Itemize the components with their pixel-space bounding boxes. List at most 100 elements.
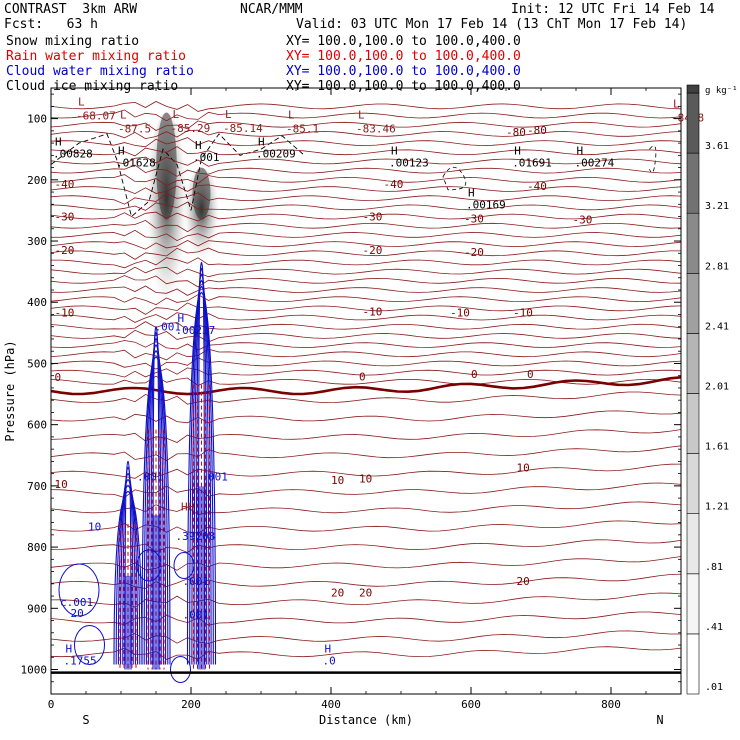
low-value: -85.14 xyxy=(223,122,263,135)
isotherm-label: 0 xyxy=(55,371,62,384)
cloud-water-contour xyxy=(197,261,206,665)
colorbar-tick-label: .41 xyxy=(705,622,723,633)
snow-plume-core-1 xyxy=(192,167,211,220)
colorbar-tick-label: 3.21 xyxy=(705,201,729,212)
low-marker: L xyxy=(120,108,127,121)
high-value: .001 xyxy=(183,575,210,588)
low-value: -85.29 xyxy=(171,122,211,135)
isotherm-label: 20 xyxy=(517,575,530,588)
high-marker: H xyxy=(577,145,584,158)
isotherm-line xyxy=(51,302,681,315)
cloud-water-contour xyxy=(115,484,141,665)
legend-rain-xy: XY= 100.0,100.0 to 100.0,400.0 xyxy=(286,49,521,64)
isotherm-line xyxy=(51,137,681,148)
isotherm-line xyxy=(51,285,681,296)
isotherm-line xyxy=(51,357,681,370)
isotherm-line xyxy=(51,164,681,177)
low-marker: L xyxy=(288,108,295,121)
x-tick-label: 800 xyxy=(601,698,621,711)
y-tick-label: 500 xyxy=(27,357,47,370)
isotherm-label: -30 xyxy=(363,211,383,224)
colorbar-segment xyxy=(686,393,700,454)
colorbar-tick-label: .81 xyxy=(705,562,723,573)
isotherm-line xyxy=(51,266,681,278)
isotherm-line xyxy=(51,120,681,131)
isotherm-label: -10 xyxy=(55,307,75,320)
colorbar-tick-label: 1.61 xyxy=(705,442,729,453)
x-tick-label: 200 xyxy=(181,698,201,711)
isotherm-label: -40 xyxy=(527,180,547,193)
y-tick-label: 600 xyxy=(27,419,47,432)
isotherm-line xyxy=(51,201,681,211)
legend-cloud-water-label: Cloud water mixing ratio xyxy=(6,64,194,79)
isotherm-line xyxy=(51,556,681,571)
high-marker: H xyxy=(118,145,125,158)
colorbar-segment xyxy=(686,333,700,394)
high-value: .001 xyxy=(193,151,220,164)
x-end-label-left: S xyxy=(82,713,89,727)
isotherm-line xyxy=(51,174,681,187)
low-marker: L xyxy=(358,108,365,121)
colorbar-segment xyxy=(686,513,700,575)
colorbar-tick-label: 2.41 xyxy=(705,321,729,332)
isotherm-line xyxy=(51,275,681,288)
x-axis-label: Distance (km) xyxy=(319,713,413,727)
low-marker: L xyxy=(78,96,85,109)
isotherm-label: -10 xyxy=(363,305,383,318)
high-value: .1755 xyxy=(64,654,97,667)
colorbar-tick-label: 2.81 xyxy=(705,261,729,272)
isotherm-line xyxy=(51,367,681,378)
cloud-water-contour xyxy=(150,331,162,665)
colorbar-segment xyxy=(686,573,700,635)
plot-frame xyxy=(50,87,682,695)
isotherm-line xyxy=(51,463,681,479)
freezing-level-line xyxy=(51,376,681,396)
cloud-water-core xyxy=(197,486,206,670)
convective-contours xyxy=(58,261,217,684)
y-axis-label: Pressure (hPa) xyxy=(3,340,17,441)
legend-rain-label: Rain water mixing ratio xyxy=(6,49,187,64)
colorbar-segment xyxy=(686,453,700,515)
colorbar-segment xyxy=(686,633,700,695)
cloud-water-blob xyxy=(170,656,191,684)
snow-shading xyxy=(146,112,220,327)
isotherm-line xyxy=(51,184,681,195)
legend-snow-xy: XY= 100.0,100.0 to 100.0,400.0 xyxy=(286,34,521,49)
high-value: 10 xyxy=(88,520,101,533)
isotherm-line xyxy=(51,375,681,386)
isotherm-label: -80 xyxy=(527,124,547,137)
colorbar-segment xyxy=(686,152,700,214)
x-tick-label: 0 xyxy=(48,698,55,711)
high-marker: H xyxy=(55,135,62,148)
isotherm-line xyxy=(51,247,681,260)
isotherm-label: 20 xyxy=(331,586,344,599)
x-tick-label: 400 xyxy=(321,698,341,711)
y-tick-label: 300 xyxy=(27,235,47,248)
temperature-isotherms xyxy=(51,101,681,660)
high-value: .01691 xyxy=(512,157,552,170)
high-marker: H xyxy=(468,186,475,199)
y-tick-label: 700 xyxy=(27,480,47,493)
cloud-water-contour xyxy=(122,466,134,665)
high-value: .00209 xyxy=(256,147,296,160)
y-tick-label: 400 xyxy=(27,296,47,309)
isotherm-line xyxy=(51,146,681,157)
isotherm-label: 20 xyxy=(359,586,372,599)
colorbar-unit-label: g kg⁻¹ xyxy=(705,86,738,96)
high-marker: H xyxy=(66,642,73,655)
isotherm-line xyxy=(51,129,681,140)
low-value: -68.07 xyxy=(76,110,116,123)
colorbar-segment xyxy=(686,92,700,154)
high-value: .00828 xyxy=(53,147,93,160)
high-value: .00169 xyxy=(466,198,506,211)
header-model-title: CONTRAST 3km ARW xyxy=(4,2,138,17)
isotherm-label: -10 xyxy=(513,307,533,320)
cloud-water-contour xyxy=(189,285,214,665)
isotherm-label: -20 xyxy=(464,246,484,259)
colorbar: .01 .41 .81 1.21 1.61 2.01 2.41 2.81 3.21 3.61 g k… xyxy=(686,84,738,695)
isotherm-line xyxy=(51,257,681,269)
y-tick-label: 800 xyxy=(27,541,47,554)
isotherm-label: -30 xyxy=(55,211,75,224)
low-value: -85.1 xyxy=(286,122,319,135)
